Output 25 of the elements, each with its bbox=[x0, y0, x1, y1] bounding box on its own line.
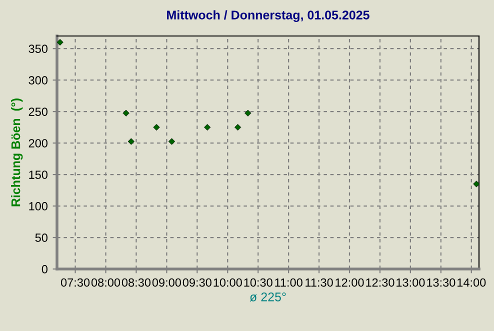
y-axis-title: Richtung Böen (°) bbox=[11, 98, 23, 206]
x-tick-label: 07:30 bbox=[60, 278, 90, 287]
x-tick-label: 10:30 bbox=[244, 278, 272, 287]
text: ø 225° bbox=[250, 292, 286, 302]
x-tick-label: 13:30 bbox=[427, 278, 456, 287]
y-tick-label: 50 bbox=[35, 234, 48, 242]
y-tick-label: 300 bbox=[28, 76, 48, 84]
x-tick-label: 13:00 bbox=[396, 278, 425, 287]
x-tick-label: 08:30 bbox=[122, 278, 151, 287]
x-tick-label: 09:00 bbox=[152, 278, 181, 287]
x-tick-label: 11:00 bbox=[275, 278, 302, 287]
y-tick-label: 100 bbox=[29, 202, 48, 210]
y-tick-label: 350 bbox=[28, 44, 48, 53]
chart-title: Mittwoch / Donnerstag, 01.05.2025 bbox=[167, 10, 370, 22]
x-tick-label: 11:30 bbox=[306, 278, 333, 287]
x-tick-label: 12:00 bbox=[336, 278, 364, 287]
x-tick-label: 14:00 bbox=[458, 278, 486, 287]
x-tick-label: 10:00 bbox=[214, 278, 242, 287]
y-tick-label: 200 bbox=[28, 139, 48, 148]
y-tick-label: 0 bbox=[42, 265, 48, 274]
y-tick-label: 250 bbox=[28, 108, 48, 116]
x-tick-label: 08:00 bbox=[91, 278, 120, 287]
x-tick-label: 09:30 bbox=[182, 278, 212, 287]
y-tick-label: 150 bbox=[29, 170, 48, 179]
x-tick-label: 12:30 bbox=[366, 278, 394, 287]
